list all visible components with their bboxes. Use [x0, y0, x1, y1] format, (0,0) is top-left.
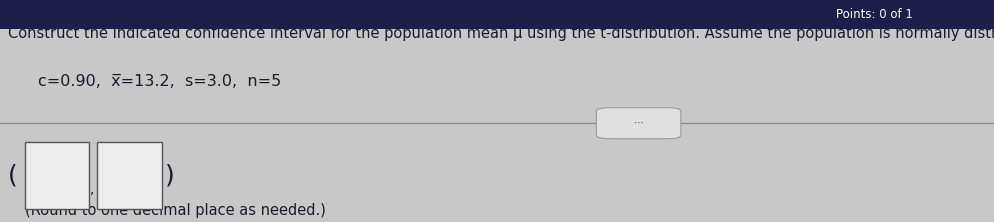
FancyBboxPatch shape [596, 108, 681, 139]
Text: ,: , [90, 182, 94, 196]
Text: ): ) [165, 163, 175, 187]
Text: Construct the indicated confidence interval for the population mean μ using the : Construct the indicated confidence inter… [8, 26, 994, 41]
Text: c=0.90,  x̅=13.2,  s=3.0,  n=5: c=0.90, x̅=13.2, s=3.0, n=5 [38, 73, 281, 89]
Text: Points: 0 of 1: Points: 0 of 1 [836, 8, 913, 21]
FancyBboxPatch shape [97, 142, 162, 209]
Text: (: ( [8, 163, 18, 187]
Text: ⋯: ⋯ [634, 118, 643, 128]
FancyBboxPatch shape [25, 142, 89, 209]
Text: (Round to one decimal place as needed.): (Round to one decimal place as needed.) [25, 202, 326, 218]
FancyBboxPatch shape [0, 0, 994, 29]
